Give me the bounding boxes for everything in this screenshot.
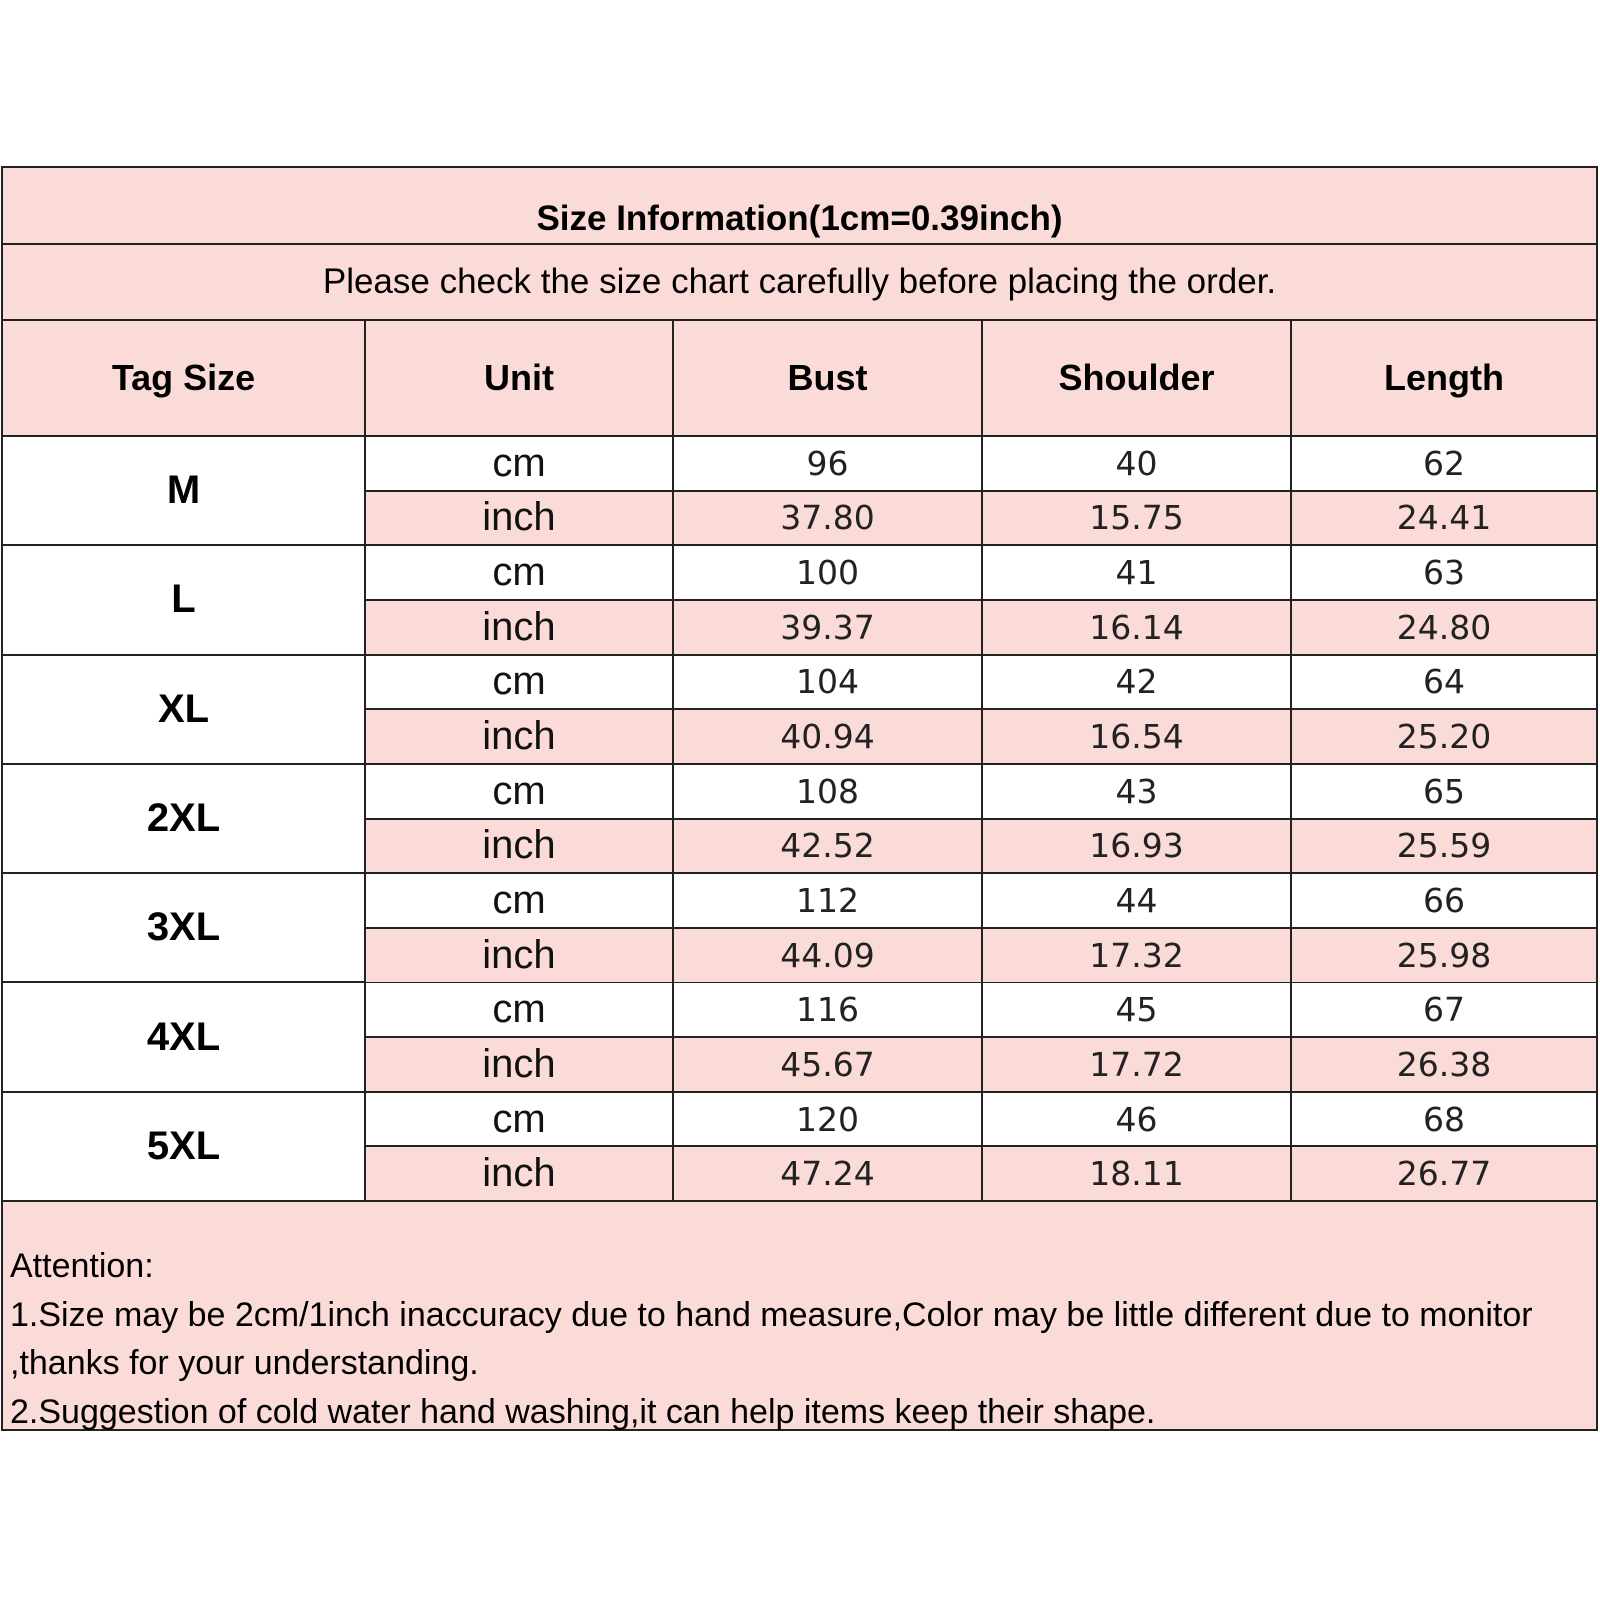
row-cm: cm 116 45 67 [366, 983, 1596, 1039]
unit-cell: inch [366, 819, 674, 873]
tag-size: 5XL [3, 1092, 366, 1201]
header-length: Length [1384, 357, 1504, 398]
shoulder-cell: 41 [983, 546, 1292, 599]
bust-cell: 116 [674, 983, 983, 1037]
row-inch: inch 39.37 16.14 24.80 [366, 600, 1596, 654]
length-cell: 24.80 [1396, 607, 1492, 647]
chart-subtitle: Please check the size chart carefully be… [3, 245, 1596, 321]
size-group: XL cm 104 42 64 inch 40.94 16.54 25.20 [3, 655, 1596, 765]
bust-cell: 100 [674, 546, 983, 599]
length-cell: 26.77 [1396, 1154, 1492, 1194]
unit-cell: cm [366, 874, 674, 927]
size-group: 3XL cm 112 44 66 inch 44.09 17.32 25.98 [3, 874, 1596, 984]
note-1: 1.Size may be 2cm/1inch inaccuracy due t… [10, 1295, 1533, 1383]
shoulder-cell: 16.54 [983, 710, 1292, 763]
unit-cell: cm [366, 655, 674, 709]
chart-title: Size Information(1cm=0.39inch) [3, 168, 1596, 245]
length-cell: 25.20 [1396, 717, 1492, 757]
tag-size: 4XL [3, 983, 366, 1091]
row-inch: inch 44.09 17.32 25.98 [366, 928, 1596, 982]
row-cm: cm 104 42 64 [366, 655, 1596, 711]
bust-cell: 108 [674, 764, 983, 818]
tag-size: M [3, 437, 366, 545]
unit-cell: cm [366, 764, 674, 818]
unit-cell: inch [366, 710, 674, 763]
bust-cell: 120 [674, 1092, 983, 1146]
size-chart: Size Information(1cm=0.39inch) Please ch… [1, 166, 1598, 1432]
length-cell: 67 [1423, 990, 1465, 1030]
unit-cell: inch [366, 600, 674, 654]
tag-size: 3XL [3, 874, 366, 982]
length-cell: 63 [1423, 553, 1465, 593]
shoulder-cell: 17.32 [983, 928, 1292, 982]
length-cell: 25.98 [1396, 935, 1492, 975]
shoulder-cell: 46 [983, 1092, 1292, 1146]
length-cell: 64 [1423, 662, 1465, 702]
row-inch: inch 42.52 16.93 25.59 [366, 819, 1596, 873]
length-cell: 66 [1423, 881, 1465, 921]
row-cm: cm 112 44 66 [366, 874, 1596, 929]
shoulder-cell: 18.11 [983, 1147, 1292, 1201]
row-cm: cm 108 43 65 [366, 764, 1596, 820]
unit-cell: inch [366, 491, 674, 545]
bust-cell: 112 [674, 874, 983, 927]
header-shoulder: Shoulder [983, 321, 1292, 435]
bust-cell: 96 [674, 437, 983, 490]
unit-cell: cm [366, 437, 674, 490]
unit-cell: cm [366, 546, 674, 599]
length-cell: 62 [1423, 443, 1465, 483]
shoulder-cell: 15.75 [983, 491, 1292, 545]
bust-cell: 44.09 [674, 928, 983, 982]
row-inch: inch 47.24 18.11 26.77 [366, 1147, 1596, 1201]
note-2: 2.Suggestion of cold water hand washing,… [10, 1392, 1156, 1431]
bust-cell: 39.37 [674, 600, 983, 654]
unit-cell: inch [366, 1147, 674, 1201]
tag-size: L [3, 546, 366, 654]
length-cell: 26.38 [1396, 1044, 1492, 1084]
row-inch: inch 37.80 15.75 24.41 [366, 491, 1596, 545]
unit-cell: cm [366, 1092, 674, 1146]
bust-cell: 45.67 [674, 1038, 983, 1091]
unit-cell: cm [366, 983, 674, 1037]
unit-cell: inch [366, 928, 674, 982]
bust-cell: 104 [674, 655, 983, 709]
bust-cell: 40.94 [674, 710, 983, 763]
size-group: 2XL cm 108 43 65 inch 42.52 16.93 25.59 [3, 764, 1596, 875]
row-inch: inch 40.94 16.54 25.20 [366, 710, 1596, 763]
shoulder-cell: 16.14 [983, 600, 1292, 654]
header-row: Tag Size Unit Bust Shoulder Length [3, 321, 1596, 437]
shoulder-cell: 16.93 [983, 819, 1292, 873]
shoulder-cell: 43 [983, 764, 1292, 818]
length-cell: 24.41 [1396, 498, 1492, 538]
notes: Attention: 1.Size may be 2cm/1inch inacc… [3, 1202, 1596, 1431]
shoulder-cell: 45 [983, 983, 1292, 1037]
tag-size: 2XL [3, 764, 366, 873]
row-cm: cm 100 41 63 [366, 546, 1596, 601]
header-unit: Unit [366, 321, 674, 435]
row-cm: cm 96 40 62 [366, 437, 1596, 492]
tag-size: XL [3, 655, 366, 763]
bust-cell: 42.52 [674, 819, 983, 873]
unit-cell: inch [366, 1038, 674, 1091]
length-cell: 68 [1423, 1099, 1465, 1139]
length-cell: 25.59 [1396, 826, 1492, 866]
shoulder-cell: 44 [983, 874, 1292, 927]
length-cell: 65 [1423, 771, 1465, 811]
header-bust: Bust [674, 321, 983, 435]
size-group: 4XL cm 116 45 67 inch 45.67 17.72 26.38 [3, 983, 1596, 1093]
row-inch: inch 45.67 17.72 26.38 [366, 1038, 1596, 1091]
shoulder-cell: 17.72 [983, 1038, 1292, 1091]
header-tag-size: Tag Size [3, 321, 366, 435]
shoulder-cell: 40 [983, 437, 1292, 490]
bust-cell: 37.80 [674, 491, 983, 545]
note-heading: Attention: [10, 1247, 154, 1286]
row-cm: cm 120 46 68 [366, 1092, 1596, 1148]
shoulder-cell: 42 [983, 655, 1292, 709]
bust-cell: 47.24 [674, 1147, 983, 1201]
size-group: 5XL cm 120 46 68 inch 47.24 18.11 26.77 [3, 1092, 1596, 1203]
